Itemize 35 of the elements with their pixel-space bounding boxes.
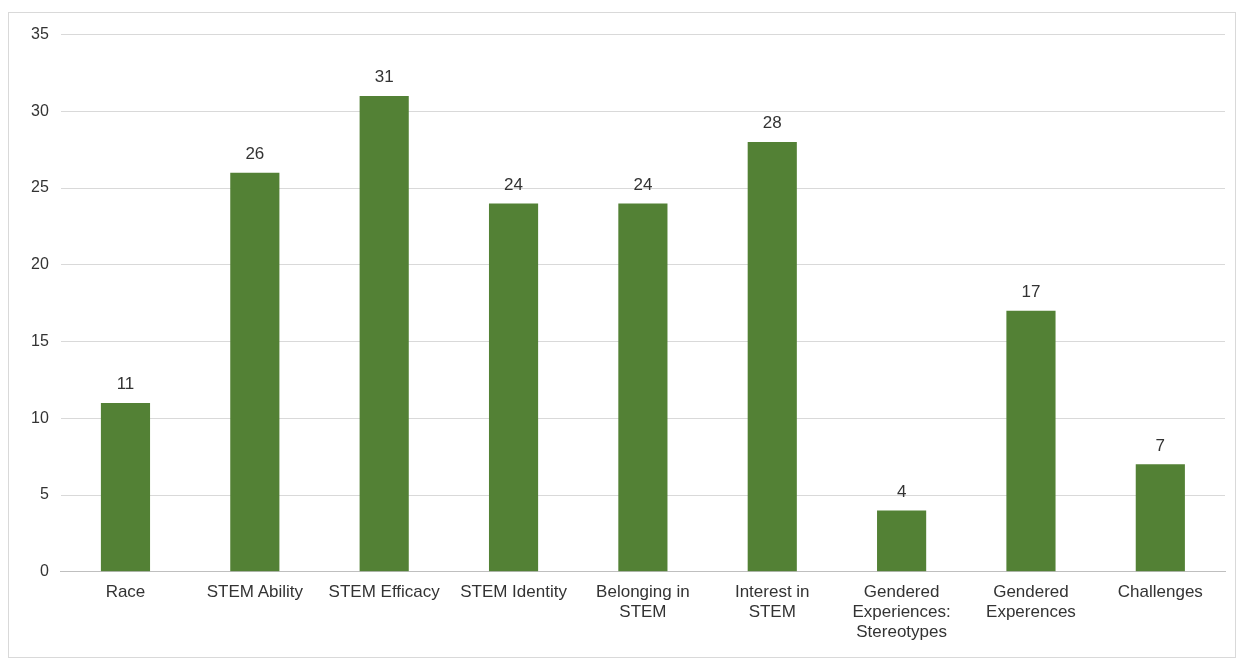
x-tick-label: Gendered Experences xyxy=(986,581,1076,622)
data-label: 4 xyxy=(896,481,907,501)
data-label: 31 xyxy=(374,67,394,87)
y-tick-label: 35 xyxy=(31,25,49,43)
bar xyxy=(100,402,151,572)
x-tick-label: Interest in STEM xyxy=(734,581,810,622)
data-label: 24 xyxy=(633,174,653,194)
y-tick-label: 15 xyxy=(31,331,49,349)
bar xyxy=(359,95,409,572)
x-tick-label: STEM Identity xyxy=(460,581,568,601)
bar xyxy=(230,172,280,572)
data-label: 26 xyxy=(245,143,265,163)
x-tick-label: Challenges xyxy=(1117,581,1203,601)
x-tick-label: Belonging in STEM xyxy=(596,581,690,622)
x-tick-label: Gendered Experiences: Stereotypes xyxy=(852,581,951,642)
bar xyxy=(1135,464,1185,572)
x-tick-label: STEM Efficacy xyxy=(328,581,441,601)
data-label: 7 xyxy=(1155,435,1166,455)
y-tick-label: 20 xyxy=(31,255,49,273)
x-tick-label: STEM Ability xyxy=(206,581,304,601)
data-label: 17 xyxy=(1021,282,1041,302)
data-label: 28 xyxy=(762,113,782,133)
data-label: 11 xyxy=(116,374,135,394)
bar xyxy=(747,142,797,572)
y-tick-label: 0 xyxy=(39,562,49,580)
bar xyxy=(877,510,927,572)
y-tick-label: 10 xyxy=(31,408,49,426)
y-tick-label: 5 xyxy=(39,485,49,503)
y-tick-label: 25 xyxy=(31,178,49,196)
data-label: 24 xyxy=(504,174,523,194)
x-tick-label: Race xyxy=(105,581,146,601)
y-tick-label: 30 xyxy=(31,101,49,119)
bar xyxy=(488,203,539,572)
bar xyxy=(1006,310,1056,572)
bar xyxy=(618,203,668,572)
